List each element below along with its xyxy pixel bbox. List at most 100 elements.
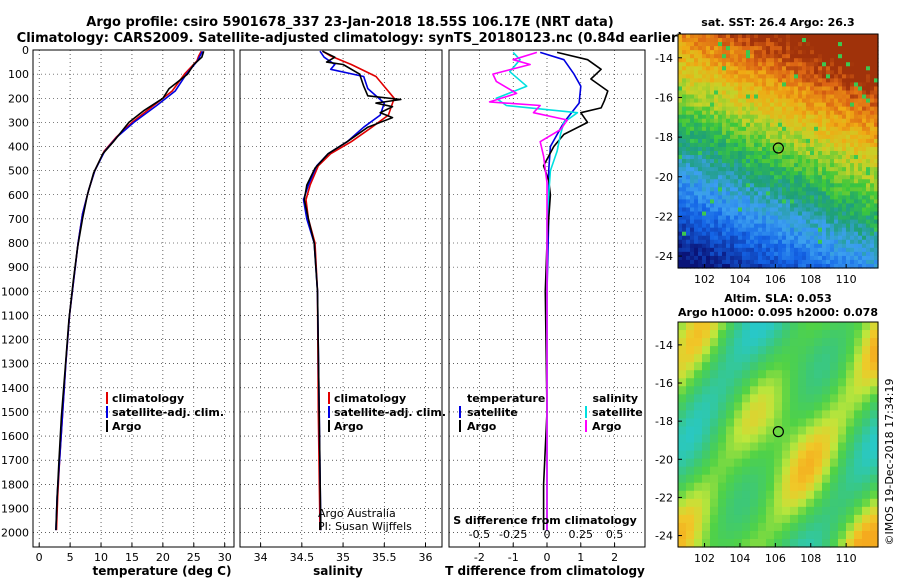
map-cell (738, 215, 743, 221)
map-cell (718, 171, 723, 176)
map-cell (854, 498, 863, 508)
map-cell (822, 78, 827, 84)
map-cell (738, 146, 743, 152)
map-cell (810, 183, 815, 188)
map-cell (710, 211, 715, 217)
map-cell (766, 263, 771, 269)
map-cell (774, 219, 779, 225)
map-cell (678, 506, 687, 516)
series-line-t-argo (542, 51, 609, 531)
map-cell (822, 114, 827, 120)
map-cell (862, 191, 867, 196)
map-cell (802, 179, 807, 184)
map-x-tick-label: 106 (765, 273, 786, 286)
map-cell (874, 183, 879, 188)
map-cell (758, 102, 763, 108)
map-cell (758, 78, 763, 84)
map-cell (842, 138, 847, 144)
map-cell (822, 251, 827, 257)
map-cell (738, 163, 743, 168)
map-cell (830, 138, 835, 144)
map-cell (842, 223, 847, 229)
map-cell (678, 207, 683, 213)
map-cell (838, 171, 843, 176)
map-cell (850, 239, 855, 245)
map-cell (758, 386, 767, 395)
map-cell (750, 34, 755, 39)
map-cell (706, 38, 711, 43)
map-cell (814, 522, 823, 532)
map-cell (814, 183, 819, 188)
map-cell (818, 191, 823, 196)
map-cell (790, 110, 795, 116)
map-cell (710, 338, 719, 347)
map-cell (806, 159, 811, 164)
map-cell (686, 498, 695, 508)
map-cell (806, 50, 811, 55)
map-cell (794, 110, 799, 116)
map-cell (854, 223, 859, 229)
map-cell (822, 195, 827, 201)
map-cell (870, 138, 875, 144)
map-cell (682, 251, 687, 257)
map-cell (766, 490, 775, 500)
map-cell (818, 223, 823, 229)
map-cell (850, 231, 855, 237)
map-cell (766, 94, 771, 100)
map-cell (694, 106, 699, 112)
map-cell (702, 227, 707, 233)
map-cell (746, 66, 751, 71)
map-cell (814, 247, 819, 253)
map-cell (794, 118, 799, 124)
map-cell (686, 82, 691, 88)
map-cell (838, 538, 847, 548)
map-cell (774, 159, 779, 164)
series-line-s-argo (488, 51, 569, 531)
map-cell (694, 450, 703, 460)
map-cell (838, 231, 843, 237)
map-cell (818, 155, 823, 160)
map-cell (686, 38, 691, 43)
map-x-tick-label: 102 (694, 552, 715, 565)
map-cell (802, 211, 807, 217)
map-cell (750, 255, 755, 261)
map-cell (814, 98, 819, 104)
map-cell (750, 38, 755, 43)
map-cell (866, 134, 871, 140)
map-cell (710, 247, 715, 253)
map-cell (866, 211, 871, 217)
map-cell (802, 58, 807, 63)
map-cell (782, 330, 791, 339)
map-cell (874, 106, 879, 112)
map-cell (750, 191, 755, 196)
map-cell (718, 378, 727, 387)
map-cell (798, 90, 803, 96)
map-cell (714, 138, 719, 144)
map-cell (814, 82, 819, 88)
map-cell (830, 239, 835, 245)
map-cell (702, 183, 707, 188)
map-cell (798, 247, 803, 253)
map-cell (794, 74, 799, 79)
map-cell (694, 434, 703, 444)
map-cell (822, 46, 827, 51)
map-cell (806, 426, 815, 436)
map-cell (830, 394, 839, 403)
map-cell (874, 263, 879, 269)
map-cell (742, 70, 747, 75)
map-cell (802, 102, 807, 108)
map-cell (778, 118, 783, 124)
map-cell (750, 58, 755, 63)
map-cell (710, 195, 715, 201)
map-cell (858, 74, 863, 79)
map-cell (770, 86, 775, 92)
map-cell (782, 259, 787, 265)
map-cell (678, 247, 683, 253)
map-cell (870, 171, 875, 176)
map-cell (870, 146, 875, 152)
map-cell (790, 255, 795, 261)
map-cell (710, 159, 715, 164)
map-cell (870, 474, 879, 484)
map-cell (854, 219, 859, 225)
map-cell (778, 106, 783, 112)
